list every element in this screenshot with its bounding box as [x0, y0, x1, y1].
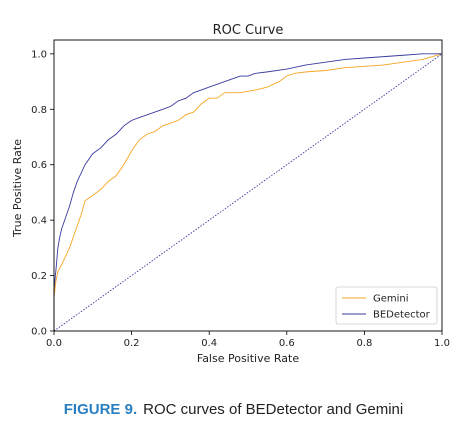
- y-tick-label: 0.2: [31, 271, 47, 282]
- x-tick-label: 0.2: [124, 338, 140, 349]
- plot-area: [53, 39, 443, 332]
- x-axis-label: False Positive Rate: [197, 352, 299, 365]
- y-tick-label: 0.4: [31, 216, 47, 227]
- y-tick-label: 0.6: [31, 160, 47, 171]
- figure-caption: FIGURE 9. ROC curves of BEDetector and Ge…: [0, 401, 467, 418]
- chart-legend: Gemini BEDetector: [335, 286, 438, 325]
- y-axis-label: True Positive Rate: [11, 139, 24, 238]
- series-line-gemini: [53, 53, 443, 331]
- legend-box: [335, 286, 438, 325]
- x-tick-label: 0.8: [356, 338, 372, 349]
- chart-title: ROC Curve: [213, 23, 284, 38]
- series-line-bedetector: [53, 53, 442, 331]
- plot-frame: [53, 39, 443, 332]
- y-axis-ticks: 0.0 0.2 0.4 0.6 0.8 1.0: [31, 49, 54, 338]
- x-axis-ticks: 0.0 0.2 0.4 0.6 0.8 1.0: [46, 331, 450, 349]
- y-tick-label: 0.8: [31, 105, 47, 116]
- figure-caption-text: ROC curves of BEDetector and Gemini: [143, 401, 404, 418]
- x-tick-label: 0.4: [201, 338, 217, 349]
- y-tick-label: 1.0: [31, 49, 47, 60]
- x-tick-label: 0.0: [46, 338, 62, 349]
- legend-label: Gemini: [373, 294, 409, 305]
- diagonal-reference-line: [53, 53, 443, 332]
- x-tick-label: 0.6: [279, 338, 295, 349]
- x-tick-label: 1.0: [434, 338, 450, 349]
- y-tick-label: 0.0: [31, 327, 47, 338]
- figure-label: FIGURE 9.: [63, 401, 138, 418]
- legend-label: BEDetector: [373, 310, 431, 321]
